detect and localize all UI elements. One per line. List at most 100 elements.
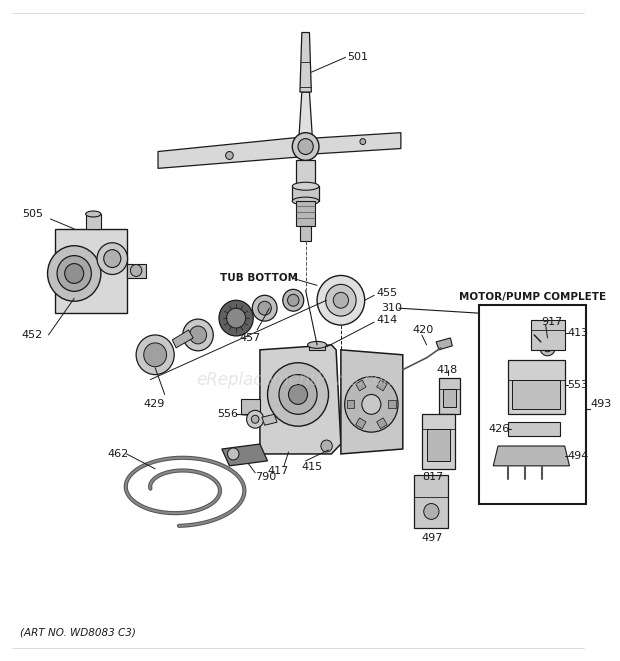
- Circle shape: [279, 375, 317, 414]
- Text: 420: 420: [412, 325, 433, 335]
- Circle shape: [228, 448, 239, 460]
- Circle shape: [362, 395, 381, 414]
- Circle shape: [226, 308, 246, 328]
- Circle shape: [48, 246, 101, 301]
- Polygon shape: [241, 399, 260, 414]
- Polygon shape: [427, 429, 450, 461]
- Polygon shape: [443, 389, 456, 407]
- Polygon shape: [347, 401, 354, 408]
- Text: 457: 457: [239, 333, 260, 343]
- Circle shape: [298, 139, 313, 155]
- Circle shape: [251, 415, 259, 423]
- Circle shape: [97, 243, 128, 274]
- Polygon shape: [389, 401, 396, 408]
- Circle shape: [252, 295, 277, 321]
- Polygon shape: [296, 161, 315, 186]
- Text: 917: 917: [541, 317, 562, 327]
- Circle shape: [64, 264, 84, 284]
- Circle shape: [258, 301, 272, 315]
- Text: 494: 494: [567, 451, 589, 461]
- Circle shape: [345, 377, 398, 432]
- Text: 426: 426: [489, 424, 510, 434]
- Circle shape: [226, 151, 233, 159]
- Circle shape: [268, 363, 329, 426]
- Text: 553: 553: [567, 379, 588, 389]
- Text: 452: 452: [22, 330, 43, 340]
- Polygon shape: [172, 330, 193, 348]
- Circle shape: [144, 343, 167, 367]
- Text: eReplacementParts.com: eReplacementParts.com: [197, 371, 400, 389]
- Text: MOTOR/PUMP COMPLETE: MOTOR/PUMP COMPLETE: [459, 292, 606, 302]
- Polygon shape: [292, 186, 319, 201]
- Text: 462: 462: [107, 449, 129, 459]
- Polygon shape: [309, 345, 325, 350]
- Polygon shape: [508, 360, 565, 414]
- Polygon shape: [296, 201, 315, 226]
- Text: 455: 455: [376, 288, 397, 298]
- Circle shape: [283, 290, 304, 311]
- Polygon shape: [86, 214, 101, 229]
- Polygon shape: [126, 264, 146, 278]
- Text: 429: 429: [144, 399, 165, 409]
- Polygon shape: [494, 446, 569, 466]
- Polygon shape: [508, 422, 560, 436]
- Circle shape: [326, 284, 356, 316]
- Circle shape: [292, 133, 319, 161]
- Text: 417: 417: [268, 466, 289, 476]
- Circle shape: [317, 276, 365, 325]
- Ellipse shape: [308, 342, 327, 348]
- Polygon shape: [341, 350, 403, 454]
- Polygon shape: [376, 418, 387, 429]
- Ellipse shape: [292, 182, 319, 190]
- Polygon shape: [300, 32, 311, 92]
- Text: 497: 497: [422, 533, 443, 543]
- Polygon shape: [436, 338, 453, 350]
- Circle shape: [288, 294, 299, 306]
- Circle shape: [104, 250, 121, 268]
- Text: 414: 414: [376, 315, 397, 325]
- Text: 415: 415: [302, 462, 323, 472]
- Circle shape: [540, 340, 555, 356]
- Polygon shape: [262, 414, 277, 425]
- Text: 817: 817: [422, 472, 443, 482]
- Text: 493: 493: [590, 399, 612, 409]
- Polygon shape: [422, 414, 455, 469]
- Text: 505: 505: [22, 209, 43, 219]
- Polygon shape: [222, 444, 268, 466]
- Text: 418: 418: [436, 365, 458, 375]
- Text: 413: 413: [567, 328, 588, 338]
- Polygon shape: [298, 92, 313, 151]
- Text: 790: 790: [255, 472, 277, 482]
- Polygon shape: [356, 380, 366, 391]
- Text: 310: 310: [381, 303, 402, 313]
- Bar: [479, 305, 586, 504]
- Polygon shape: [414, 475, 448, 528]
- Circle shape: [136, 335, 174, 375]
- Polygon shape: [55, 229, 126, 313]
- Text: (ART NO. WD8083 C3): (ART NO. WD8083 C3): [20, 627, 136, 637]
- Text: 556: 556: [217, 409, 238, 419]
- Text: 501: 501: [348, 52, 368, 62]
- Polygon shape: [512, 379, 560, 409]
- Ellipse shape: [86, 211, 101, 217]
- Polygon shape: [356, 418, 366, 429]
- Circle shape: [183, 319, 213, 351]
- Circle shape: [190, 326, 206, 344]
- Circle shape: [57, 256, 91, 292]
- Polygon shape: [531, 320, 565, 350]
- Polygon shape: [158, 137, 306, 169]
- Polygon shape: [260, 345, 341, 454]
- Circle shape: [544, 344, 551, 352]
- Polygon shape: [306, 133, 401, 155]
- Polygon shape: [376, 380, 387, 391]
- Circle shape: [360, 139, 366, 145]
- Circle shape: [334, 292, 348, 308]
- Polygon shape: [439, 377, 460, 414]
- Ellipse shape: [292, 197, 319, 205]
- Circle shape: [288, 385, 308, 405]
- Circle shape: [247, 410, 264, 428]
- Circle shape: [130, 264, 142, 276]
- Polygon shape: [300, 226, 311, 241]
- Circle shape: [423, 504, 439, 520]
- Circle shape: [219, 300, 253, 336]
